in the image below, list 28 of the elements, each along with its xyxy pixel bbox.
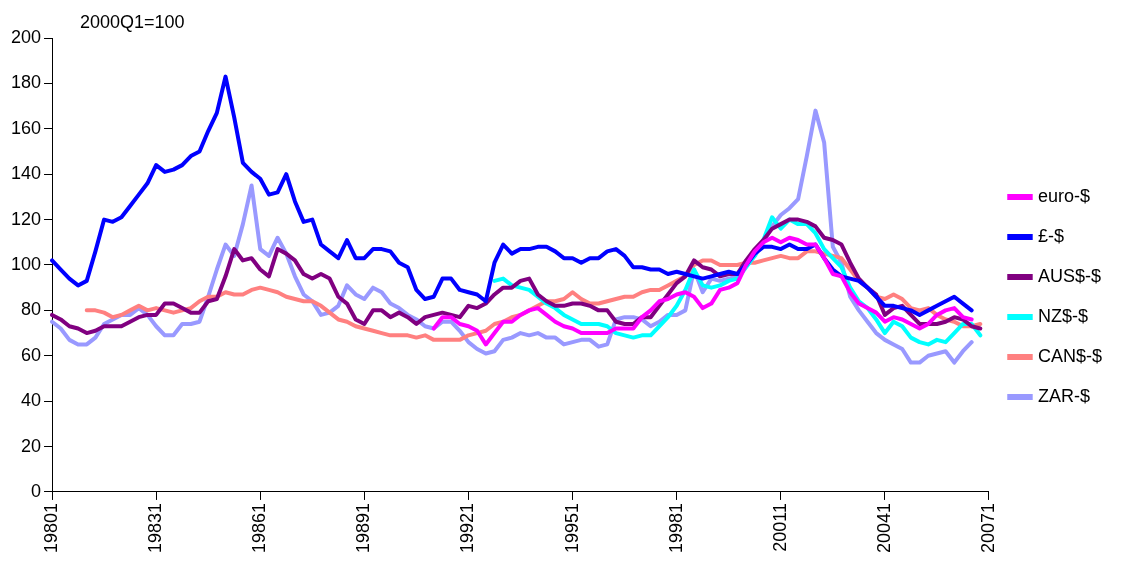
y-tick-label: 140	[10, 163, 42, 184]
y-tick-label: 160	[10, 117, 42, 138]
y-tick-label: 100	[10, 253, 42, 274]
legend-label: AUS$-$	[1037, 265, 1102, 286]
y-tick-label: 200	[10, 26, 42, 47]
legend-label: CAN$-$	[1037, 345, 1103, 366]
y-tick-label: 60	[21, 344, 42, 365]
x-tick-label: 19921	[457, 502, 478, 554]
x-tick-label: 20011	[769, 502, 790, 552]
y-tick-label: 180	[10, 72, 42, 93]
y-tick-label: 120	[10, 208, 42, 229]
legend-label: £-$	[1037, 225, 1064, 246]
x-tick-label: 19801	[41, 502, 61, 554]
y-tick-label: 80	[21, 299, 42, 320]
legend-label: euro-$	[1037, 185, 1091, 206]
y-tick-label: 40	[21, 390, 42, 411]
x-tick-label: 20041	[873, 502, 894, 554]
legend-label: NZ$-$	[1037, 305, 1088, 326]
x-tick-label: 20071	[977, 502, 998, 554]
x-tick-label: 19831	[145, 502, 166, 554]
y-tick-label: 20	[21, 435, 42, 456]
y-tick-label: 0	[31, 480, 42, 501]
text: 2000Q1=100	[80, 11, 185, 32]
legend-label: ZAR-$	[1037, 385, 1090, 406]
x-tick-label: 19861	[249, 502, 270, 554]
x-tick-label: 19981	[665, 502, 686, 554]
x-tick-label: 19951	[561, 502, 582, 554]
x-tick-label: 19891	[353, 502, 374, 554]
